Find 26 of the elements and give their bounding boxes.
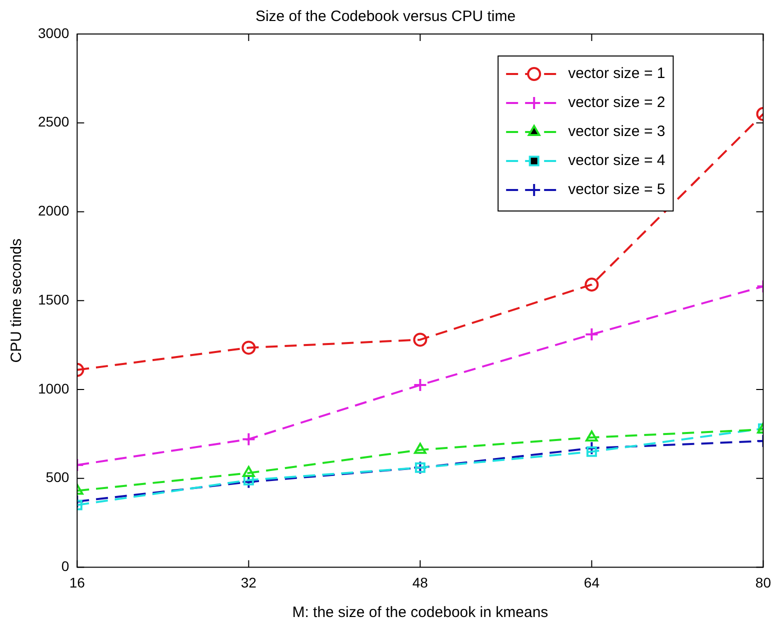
y-tick-label: 1000 [38, 380, 70, 396]
y-tick-label: 3000 [38, 24, 70, 41]
x-axis-title: M: the size of the codebook in kmeans [292, 604, 548, 622]
legend-label: vector size = 3 [568, 123, 666, 140]
legend-label: vector size = 4 [568, 152, 666, 170]
point [242, 432, 256, 446]
x-tick-label: 80 [755, 574, 772, 590]
y-tick-label: 1500 [38, 291, 70, 308]
legend-label: vector size = 5 [568, 181, 666, 198]
point [242, 340, 256, 355]
y-tick-label: 500 [46, 469, 70, 486]
y-tick-label: 0 [61, 558, 70, 574]
point [413, 332, 428, 347]
y-tick-label: 2000 [38, 202, 70, 219]
point [414, 442, 426, 454]
point [586, 446, 597, 457]
y-tick-label: 2500 [38, 114, 70, 130]
point [413, 378, 428, 392]
x-tick-label: 48 [412, 574, 428, 590]
legend-label: vector size = 2 [568, 94, 666, 112]
legend-label: vector size = 1 [568, 65, 666, 82]
x-tick-label: 16 [69, 574, 86, 590]
chart-title: Size of the Codebook versus CPU time [255, 8, 516, 26]
y-axis-title: CPU time seconds [8, 238, 26, 363]
x-tick-label: 32 [240, 574, 257, 590]
x-tick-label: 64 [584, 574, 600, 590]
